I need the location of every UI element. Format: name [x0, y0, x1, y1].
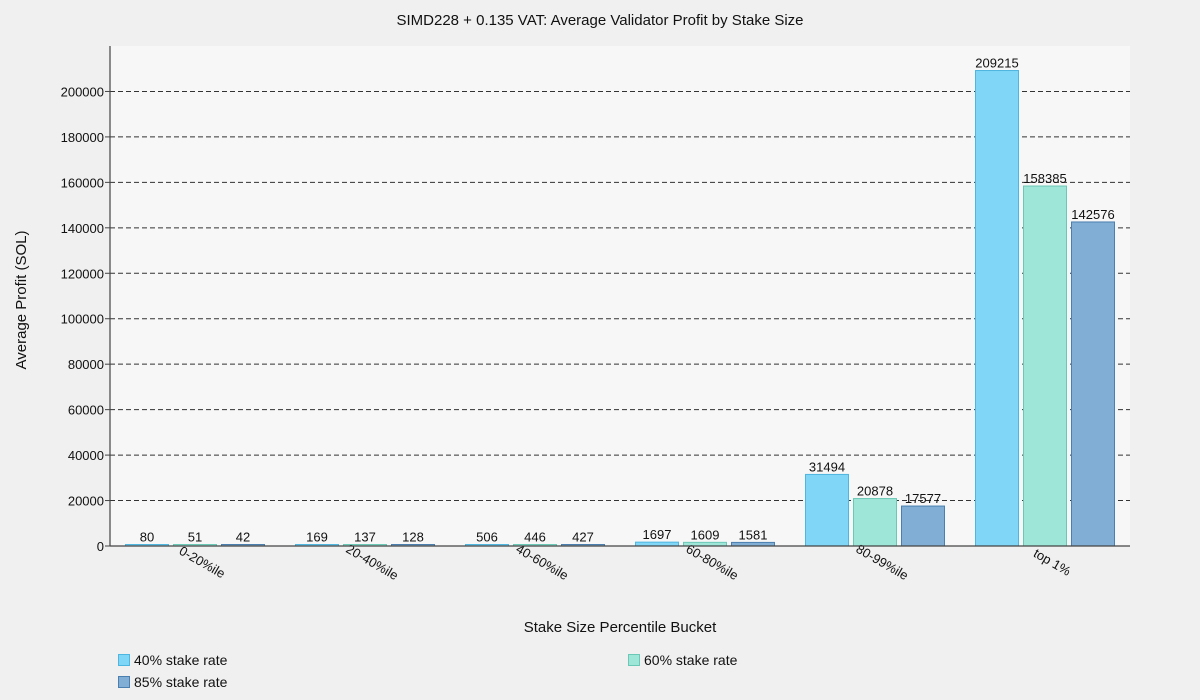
legend: 40% stake rate 60% stake rate 85% stake …: [118, 650, 1098, 694]
y-tick-label: 120000: [61, 266, 104, 281]
y-tick-label: 80000: [68, 357, 104, 372]
x-tick-label: 60-80%ile: [683, 541, 741, 583]
bar-value-label: 137: [354, 530, 376, 545]
x-tick-label: 20-40%ile: [343, 541, 401, 583]
bar-value-label: 31494: [809, 459, 845, 474]
legend-label-85: 85% stake rate: [134, 674, 228, 690]
x-tick-label: top 1%: [1031, 545, 1074, 578]
bar-value-label: 142576: [1071, 207, 1114, 222]
plot-area: [110, 46, 1130, 546]
bar[interactable]: [901, 505, 945, 547]
bar-value-label: 209215: [975, 56, 1018, 71]
legend-label-40: 40% stake rate: [134, 652, 228, 668]
x-tick-label: 80-99%ile: [853, 541, 911, 583]
legend-item-85-stake[interactable]: 85% stake rate: [118, 674, 227, 690]
bar-value-label: 1697: [643, 527, 672, 542]
legend-swatch-40: [118, 654, 130, 666]
bar[interactable]: [1071, 221, 1115, 547]
y-axis-label: Average Profit (SOL): [13, 231, 30, 370]
bar-value-label: 169: [306, 530, 328, 545]
bar[interactable]: [1023, 185, 1067, 547]
bar-value-label: 80: [140, 530, 154, 545]
bar-value-label: 42: [236, 530, 250, 545]
bar[interactable]: [975, 70, 1019, 547]
bar-value-label: 506: [476, 530, 498, 545]
bar-value-label: 51: [188, 530, 202, 545]
legend-swatch-60: [628, 654, 640, 666]
y-tick-label: 20000: [68, 494, 104, 509]
bar-value-label: 128: [402, 530, 424, 545]
bar-value-label: 158385: [1023, 171, 1066, 186]
bar-value-label: 427: [572, 530, 594, 545]
x-axis-label: Stake Size Percentile Bucket: [524, 619, 717, 636]
bar-value-label: 446: [524, 530, 546, 545]
legend-label-60: 60% stake rate: [644, 652, 738, 668]
y-axis-ticks: 0 20000 40000 60000 80000 100000 120000 140000 1…: [61, 84, 110, 554]
y-tick-label: 0: [97, 539, 104, 554]
x-tick-label: 40-60%ile: [513, 541, 571, 583]
y-tick-label: 200000: [61, 84, 104, 99]
y-tick-label: 180000: [61, 130, 104, 145]
y-tick-label: 40000: [68, 448, 104, 463]
bar-value-label: 1581: [739, 527, 768, 542]
grid-lines: [110, 90, 1130, 502]
bar-value-label: 20878: [857, 484, 893, 499]
x-tick-label: 0-20%ile: [177, 543, 228, 581]
y-tick-label: 160000: [61, 175, 104, 190]
x-axis-ticks: 0-20%ile 20-40%ile 40-60%ile 60-80%ile 80-99…: [177, 541, 1074, 583]
legend-item-60-stake[interactable]: 60% stake rate: [628, 652, 737, 668]
y-tick-label: 100000: [61, 312, 104, 327]
bar-value-label: 1609: [691, 527, 720, 542]
y-tick-label: 140000: [61, 221, 104, 236]
bar-chart: SIMD228 + 0.135 VAT: Average Validator P…: [13, 12, 1130, 636]
bars: 80 51 42 169 137 128 506 446 427 1697 1609 1581 3149…: [125, 56, 1115, 547]
legend-swatch-85: [118, 676, 130, 688]
chart-title: SIMD228 + 0.135 VAT: Average Validator P…: [396, 12, 803, 29]
bar[interactable]: [805, 473, 849, 547]
legend-item-40-stake[interactable]: 40% stake rate: [118, 652, 227, 668]
y-tick-label: 60000: [68, 403, 104, 418]
bar[interactable]: [853, 498, 897, 547]
bar-value-label: 17577: [905, 491, 941, 506]
